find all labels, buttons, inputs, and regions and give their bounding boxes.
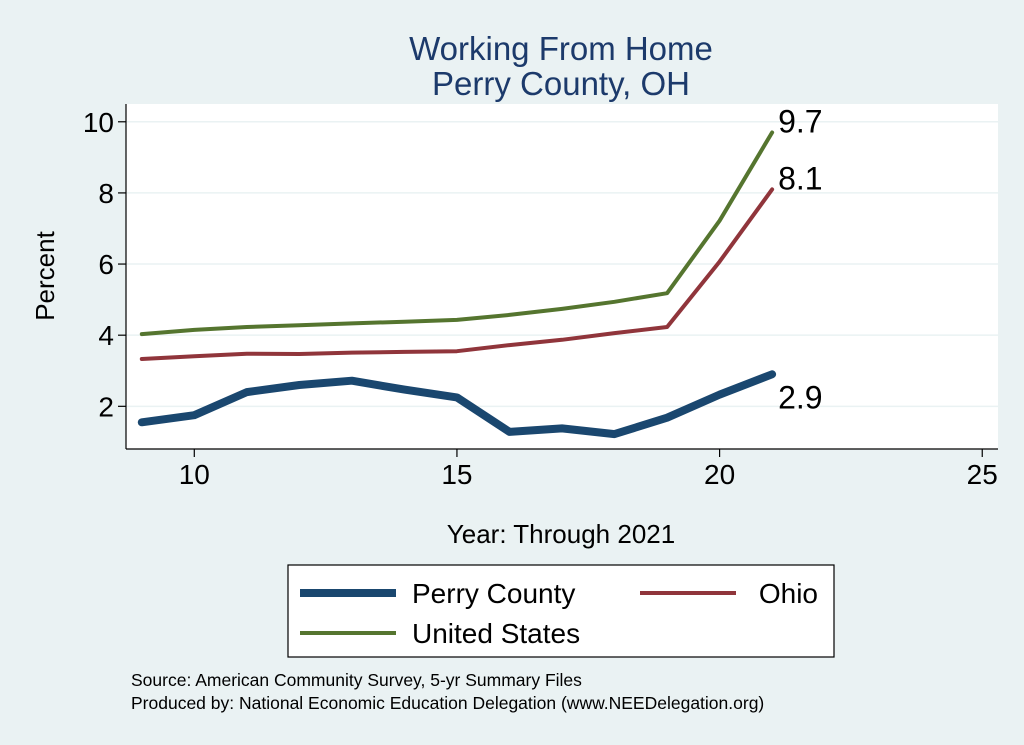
series-lines (137, 130, 777, 439)
chart-title: Working From Home (409, 30, 713, 67)
legend-box (287, 564, 835, 658)
end-label-ohio: 8.1 (778, 160, 822, 196)
source-note: Source: American Community Survey, 5-yr … (131, 670, 582, 690)
y-tick-label: 6 (98, 249, 114, 280)
series-line-ohio (139, 187, 775, 361)
x-tick-label: 20 (704, 459, 735, 490)
end-labels: 9.7 8.1 2.9 (778, 103, 822, 415)
legend-label-ohio: Ohio (759, 578, 818, 609)
chart-subtitle: Perry County, OH (432, 65, 690, 102)
legend-label-perry-county: Perry County (412, 578, 575, 609)
legend: Perry County Ohio United States (287, 564, 835, 658)
y-tick-label: 10 (83, 107, 114, 138)
legend-label-united-states: United States (412, 618, 580, 649)
producer-note: Produced by: National Economic Education… (131, 693, 764, 713)
series-line-perry-county (137, 370, 777, 439)
grid (126, 121, 998, 408)
end-label-united-states: 9.7 (778, 103, 822, 139)
series-line-united-states (139, 130, 775, 337)
y-tick-label: 4 (98, 320, 114, 351)
plot-area (126, 104, 998, 449)
x-tick-label: 25 (967, 459, 998, 490)
x-tick-label: 10 (179, 459, 210, 490)
y-axis-title: Percent (30, 230, 60, 320)
y-tick-label: 8 (98, 178, 114, 209)
x-axis-title: Year: Through 2021 (447, 519, 675, 549)
end-label-perry-county: 2.9 (778, 379, 822, 415)
axes: 2 4 6 8 10 10 15 20 25 (83, 104, 998, 490)
y-tick-label: 2 (98, 391, 114, 422)
x-tick-label: 15 (441, 459, 472, 490)
